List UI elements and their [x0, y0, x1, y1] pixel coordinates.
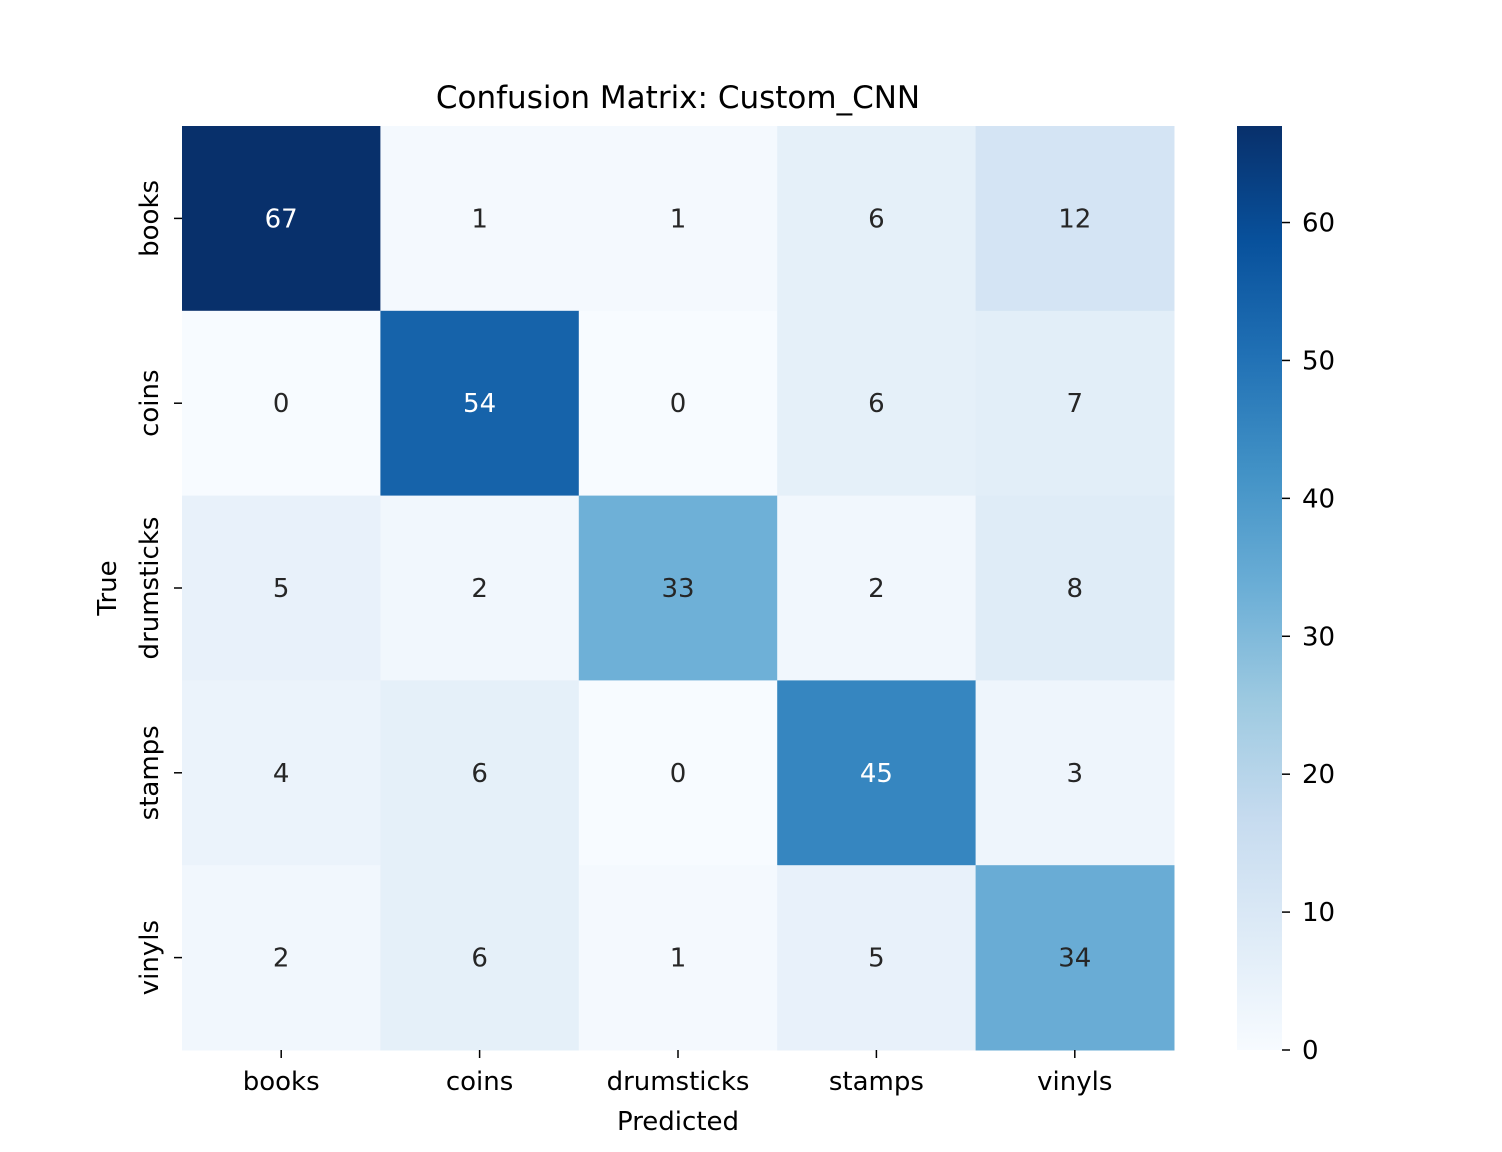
cell-value-label: 4: [273, 759, 290, 789]
heatmap-cell: [777, 126, 977, 312]
colorbar-tick-label: 20: [1302, 760, 1335, 790]
cell-value-label: 6: [868, 389, 885, 419]
y-axis: books coins drumsticks stamps vinyls: [135, 180, 182, 995]
cell-value-label: 0: [670, 389, 687, 419]
y-tick-label: coins: [135, 369, 165, 436]
heatmap-cell: [578, 865, 778, 1051]
x-tick-label: vinyls: [1037, 1067, 1112, 1097]
heatmap-cell: [975, 680, 1175, 866]
chart-title: Confusion Matrix: Custom_CNN: [436, 80, 920, 116]
heatmap-cell: [578, 126, 778, 312]
heatmap-cell: [182, 310, 381, 497]
heatmap-cell: [182, 865, 381, 1051]
heatmap-cell: [182, 126, 381, 312]
heatmap-cell: [578, 310, 778, 497]
x-axis: books coins drumsticks stamps vinyls: [243, 1050, 1112, 1097]
colorbar-ticks: 0 10 20 30 40 50 60: [1282, 209, 1335, 1066]
colorbar-tick-label: 10: [1302, 898, 1335, 928]
y-tick-label: vinyls: [135, 920, 165, 995]
heatmap-cell: [380, 126, 580, 312]
heatmap-cell: [975, 310, 1175, 497]
cell-value-label: 54: [463, 389, 496, 419]
x-tick-label: stamps: [829, 1067, 924, 1097]
cell-value-label: 0: [273, 389, 290, 419]
y-tick-label: books: [135, 180, 165, 257]
heatmap-cell: [777, 680, 977, 866]
cell-value-label: 12: [1058, 204, 1091, 234]
heatmap-cell: [380, 865, 580, 1051]
cell-value-label: 1: [670, 204, 687, 234]
heatmap-cells: [182, 126, 1175, 1051]
cell-value-label: 34: [1058, 944, 1091, 974]
x-axis-label: Predicted: [617, 1107, 739, 1137]
y-tick-label: stamps: [135, 725, 165, 820]
heatmap-cell: [975, 126, 1175, 312]
colorbar-tick-label: 30: [1302, 622, 1335, 652]
cell-value-label: 1: [471, 204, 488, 234]
cell-value-label: 6: [471, 759, 488, 789]
heatmap-cell: [380, 680, 580, 866]
heatmap-cell: [777, 865, 977, 1051]
x-tick-label: books: [243, 1067, 320, 1097]
heatmap-cell: [975, 865, 1175, 1051]
cell-value-label: 33: [661, 574, 694, 604]
colorbar-tick-label: 0: [1302, 1036, 1319, 1066]
cell-value-label: 5: [868, 944, 885, 974]
cell-value-label: 7: [1067, 389, 1084, 419]
y-tick-label: drumsticks: [135, 517, 165, 660]
colorbar-tick-label: 40: [1302, 484, 1335, 514]
cell-annotations: 67 1 1 6 120 54 0 6 75 2 33 2 84 6 0 45 32 6 1 5 34: [265, 204, 1092, 973]
cell-value-label: 8: [1067, 574, 1084, 604]
cell-value-label: 5: [273, 574, 290, 604]
heatmap-cell: [975, 495, 1175, 681]
y-axis-label: True: [93, 560, 123, 616]
colorbar: [1237, 126, 1282, 1050]
heatmap-cell: [380, 310, 580, 497]
cell-value-label: 2: [868, 574, 885, 604]
cell-value-label: 6: [868, 204, 885, 234]
colorbar-tick-label: 60: [1302, 209, 1335, 239]
cell-value-label: 6: [471, 944, 488, 974]
cell-value-label: 45: [860, 759, 893, 789]
heatmap-cell: [777, 310, 977, 497]
cell-value-label: 3: [1067, 759, 1084, 789]
cell-value-label: 2: [273, 944, 290, 974]
cell-value-label: 2: [471, 574, 488, 604]
heatmap-cell: [777, 495, 977, 681]
heatmap-cell: [182, 680, 381, 866]
heatmap-cell: [182, 495, 381, 681]
heatmap-cell: [380, 495, 580, 681]
cell-value-label: 0: [670, 759, 687, 789]
heatmap-cell: [578, 680, 778, 866]
cell-value-label: 67: [265, 204, 298, 234]
x-tick-label: drumsticks: [607, 1067, 750, 1097]
x-tick-label: coins: [446, 1067, 513, 1097]
cell-value-label: 1: [670, 944, 687, 974]
heatmap-cell: [578, 495, 778, 681]
colorbar-tick-label: 50: [1302, 346, 1335, 376]
